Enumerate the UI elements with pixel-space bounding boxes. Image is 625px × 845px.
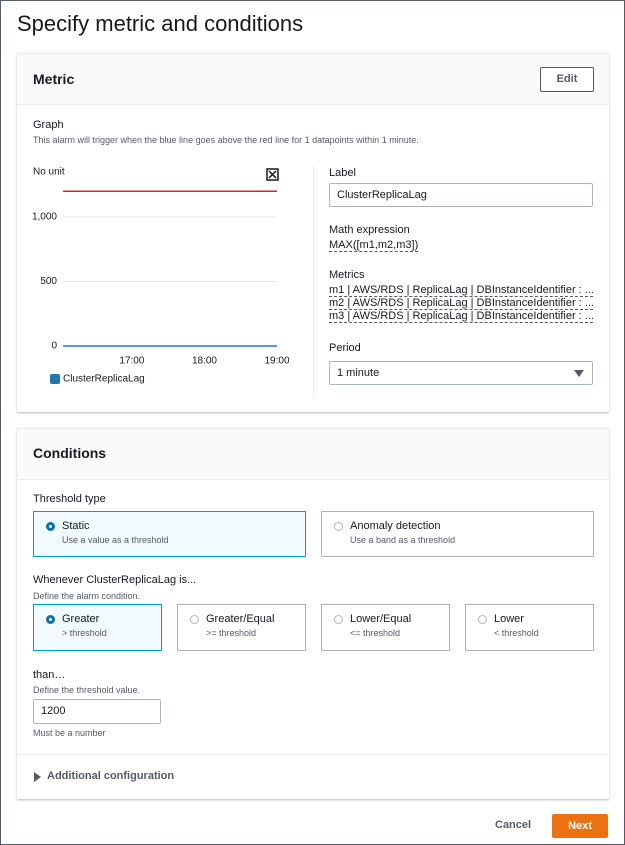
y-tick-label: 0 xyxy=(51,341,57,352)
period-select[interactable]: 1 minute xyxy=(329,361,593,385)
metrics-heading: Metrics xyxy=(329,269,365,281)
metric-row[interactable]: m2 | AWS/RDS | ReplicaLag | DBInstanceId… xyxy=(329,297,593,310)
label-heading: Label xyxy=(329,167,356,179)
label-input[interactable]: ClusterReplicaLag xyxy=(329,183,593,207)
whenever-description: Define the alarm condition. xyxy=(33,591,141,601)
radio-button[interactable] xyxy=(334,615,343,624)
option-description: > threshold xyxy=(62,628,107,638)
threshold-type-heading: Threshold type xyxy=(33,493,106,505)
y-axis-label: No unit xyxy=(33,167,65,178)
option-card[interactable]: Lower/Equal <= threshold xyxy=(321,604,450,651)
graph-description: This alarm will trigger when the blue li… xyxy=(33,135,419,145)
option-card[interactable]: Greater/Equal >= threshold xyxy=(177,604,306,651)
option-description: <= threshold xyxy=(350,628,401,638)
math-expression[interactable]: MAX([m1,m2,m3]) xyxy=(329,239,419,252)
than-heading: than… xyxy=(33,669,66,681)
metric-row[interactable]: m1 | AWS/RDS | ReplicaLag | DBInstanceId… xyxy=(329,284,593,297)
period-value: 1 minute xyxy=(337,367,380,379)
radio-button[interactable] xyxy=(478,615,487,624)
metric-row[interactable]: m3 | AWS/RDS | ReplicaLag | DBInstanceId… xyxy=(329,310,593,323)
than-description: Define the threshold value. xyxy=(33,685,141,695)
option-card[interactable]: Static Use a value as a threshold xyxy=(33,511,306,557)
radio-button[interactable] xyxy=(190,615,199,624)
option-title: Lower xyxy=(494,613,524,625)
option-card[interactable]: Anomaly detection Use a band as a thresho… xyxy=(321,511,594,557)
period-heading: Period xyxy=(329,342,361,354)
whenever-heading: Whenever ClusterReplicaLag is... xyxy=(33,574,197,586)
panel-heading: Metric xyxy=(33,71,75,87)
legend-swatch xyxy=(50,374,60,384)
radio-button[interactable] xyxy=(46,522,55,531)
panel-header xyxy=(17,54,609,105)
graph-heading: Graph xyxy=(33,119,64,131)
expand-caret xyxy=(34,772,41,782)
option-card[interactable]: Greater > threshold xyxy=(33,604,162,651)
graph: No unit 0 500 1,000 17:00 18:00 19:00 ClusterRe… xyxy=(32,167,290,385)
edit-button[interactable]: Edit xyxy=(540,67,594,92)
divider xyxy=(313,166,314,397)
threshold-input[interactable]: 1200 xyxy=(33,699,161,724)
y-tick-label: 1,000 xyxy=(32,212,57,223)
radio-button[interactable] xyxy=(46,615,55,624)
option-description: Use a band as a threshold xyxy=(350,535,456,545)
option-description: < threshold xyxy=(494,628,539,638)
fullscreen-icon xyxy=(266,168,279,181)
legend-label: ClusterReplicaLag xyxy=(63,374,145,385)
next-button[interactable]: Next xyxy=(552,814,608,838)
panel-heading: Conditions xyxy=(33,445,107,461)
option-card[interactable]: Lower < threshold xyxy=(465,604,594,651)
option-title: Static xyxy=(62,520,90,532)
metric-panel: Metric Edit Graph This alarm will trigge… xyxy=(17,53,609,412)
conditions-panel: Conditions Threshold type Static Use a va… xyxy=(17,428,609,799)
x-tick-label: 19:00 xyxy=(264,356,289,367)
divider xyxy=(17,754,609,755)
threshold-hint: Must be a number xyxy=(33,728,106,738)
x-tick-label: 17:00 xyxy=(119,356,144,367)
option-description: >= threshold xyxy=(206,628,257,638)
x-tick-label: 18:00 xyxy=(192,356,217,367)
option-title: Anomaly detection xyxy=(350,520,441,532)
option-title: Lower/Equal xyxy=(350,613,412,625)
cancel-button[interactable]: Cancel xyxy=(495,819,532,831)
math-heading: Math expression xyxy=(329,224,410,236)
option-description: Use a value as a threshold xyxy=(62,535,169,545)
option-title: Greater/Equal xyxy=(206,613,275,625)
option-title: Greater xyxy=(62,613,100,625)
page-title: Specify metric and conditions xyxy=(17,11,304,36)
radio-button[interactable] xyxy=(334,522,343,531)
panel-header xyxy=(17,429,609,480)
additional-configuration[interactable]: Additional configuration xyxy=(47,770,175,782)
y-tick-label: 500 xyxy=(40,276,57,287)
dropdown-caret xyxy=(574,370,584,377)
